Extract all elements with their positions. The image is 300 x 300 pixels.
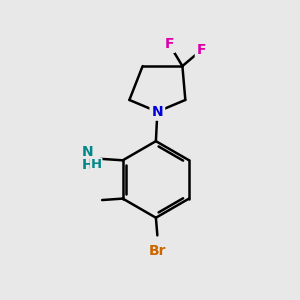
- Text: Br: Br: [148, 244, 166, 258]
- Text: N: N: [82, 146, 93, 159]
- Text: H: H: [91, 158, 102, 171]
- Text: H: H: [82, 158, 93, 172]
- Text: F: F: [164, 37, 174, 51]
- Text: F: F: [197, 43, 206, 57]
- Text: N: N: [152, 105, 163, 119]
